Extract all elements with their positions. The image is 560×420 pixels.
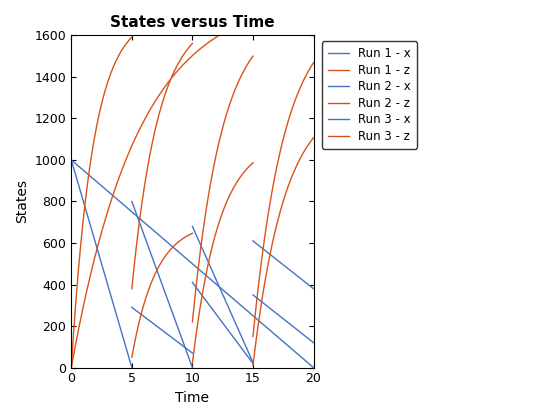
Line: Run 2 - z: Run 2 - z	[71, 37, 132, 368]
Run 1 - x	[199, 270, 206, 275]
Run 1 - x	[184, 257, 191, 262]
Run 1 - z	[68, 365, 74, 370]
Line: Run 1 - z: Run 1 - z	[71, 4, 314, 368]
Run 2 - z	[101, 92, 108, 97]
Run 3 - x	[157, 326, 164, 331]
Run 3 - z	[189, 231, 196, 236]
Run 1 - z	[304, 3, 311, 8]
Title: States versus Time: States versus Time	[110, 15, 275, 30]
Run 1 - z	[267, 11, 273, 16]
Line: Run 3 - z: Run 3 - z	[132, 233, 193, 357]
Run 2 - x	[101, 270, 108, 275]
Line: Run 1 - x: Run 1 - x	[71, 160, 314, 368]
Run 1 - z	[183, 59, 190, 64]
Run 2 - x	[128, 365, 135, 370]
Run 1 - z	[184, 58, 191, 63]
Run 3 - x	[161, 330, 168, 335]
Run 2 - z	[97, 108, 104, 113]
Run 1 - x	[304, 360, 311, 365]
Run 3 - x	[178, 342, 185, 347]
Run 1 - x	[310, 365, 317, 370]
Run 3 - z	[165, 250, 171, 255]
Run 1 - x	[267, 328, 273, 333]
Run 2 - z	[97, 106, 104, 111]
Line: Run 3 - x: Run 3 - x	[132, 307, 193, 353]
Run 1 - x	[68, 158, 74, 163]
Run 3 - z	[178, 237, 185, 242]
Run 3 - x	[128, 305, 135, 310]
Run 3 - x	[189, 351, 196, 356]
X-axis label: Time: Time	[175, 391, 209, 405]
Run 2 - x	[68, 158, 74, 163]
Run 2 - x	[97, 257, 104, 262]
Legend: Run 1 - x, Run 1 - z, Run 2 - x, Run 2 - z, Run 3 - x, Run 3 - z: Run 1 - x, Run 1 - z, Run 2 - x, Run 2 -…	[322, 41, 417, 149]
Run 3 - z	[161, 255, 168, 260]
Run 2 - z	[127, 36, 134, 41]
Run 3 - x	[157, 327, 164, 332]
Run 3 - x	[165, 332, 171, 337]
Run 1 - z	[199, 45, 206, 50]
Line: Run 2 - x: Run 2 - x	[71, 160, 132, 368]
Run 1 - z	[310, 2, 317, 7]
Run 3 - z	[188, 231, 194, 236]
Run 2 - z	[104, 81, 111, 86]
Run 3 - z	[128, 354, 135, 360]
Run 3 - x	[188, 349, 194, 354]
Run 3 - z	[157, 260, 164, 265]
Run 3 - z	[157, 261, 164, 266]
Run 2 - x	[97, 256, 104, 261]
Run 2 - x	[127, 360, 134, 365]
Run 1 - x	[183, 256, 190, 261]
Y-axis label: States: States	[15, 179, 29, 223]
Run 1 - x	[212, 281, 219, 286]
Run 2 - z	[68, 365, 74, 370]
Run 1 - z	[212, 35, 219, 40]
Run 2 - z	[128, 34, 135, 39]
Run 2 - x	[118, 328, 124, 333]
Run 2 - z	[118, 49, 124, 54]
Run 2 - x	[104, 281, 111, 286]
